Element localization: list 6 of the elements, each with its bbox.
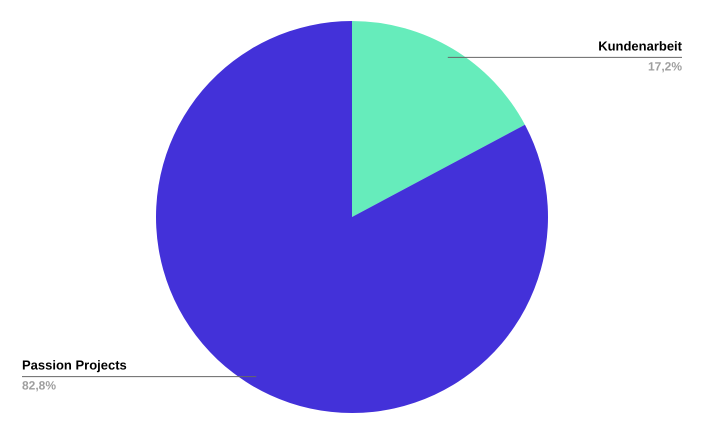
slice-label: Kundenarbeit xyxy=(598,38,683,54)
slice-label: Passion Projects xyxy=(22,358,127,373)
pie-slice xyxy=(352,21,525,217)
pie-slice xyxy=(156,21,548,413)
data-label: 82,8% xyxy=(22,378,56,393)
data-label: 17,2% xyxy=(648,59,682,74)
